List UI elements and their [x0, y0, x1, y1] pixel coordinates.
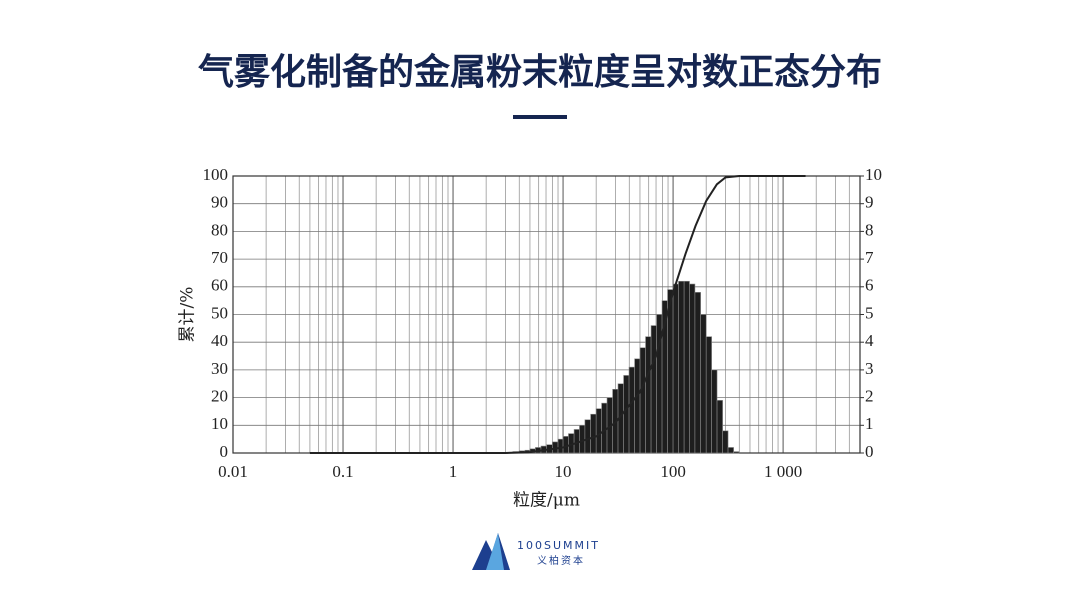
y2-tick-label: 3	[865, 359, 874, 378]
y2-tick-label: 9	[865, 193, 874, 212]
logo: 100SUMMIT 义柏资本	[472, 533, 600, 570]
y-tick-label: 10	[211, 414, 228, 433]
x-tick-label: 10	[555, 462, 572, 481]
histogram-bar	[716, 400, 723, 454]
histogram-bar	[727, 447, 734, 454]
y-tick-label: 100	[203, 165, 229, 184]
title-underline	[513, 115, 567, 119]
histogram-bar	[678, 280, 685, 454]
y2-tick-label: 1	[865, 414, 874, 433]
slide-title: 气雾化制备的金属粉末粒度呈对数正态分布	[198, 51, 882, 93]
x-tick-label: 1	[449, 462, 458, 481]
histogram-bar	[584, 419, 591, 454]
y-tick-label: 60	[211, 276, 228, 295]
x-axis-label: 粒度/μm	[513, 491, 580, 511]
histogram-bar	[683, 280, 690, 454]
y-tick-label: 30	[211, 359, 228, 378]
histogram-bar	[705, 336, 712, 454]
logo-icon-highlight	[486, 533, 504, 570]
y2-tick-label: 6	[865, 276, 874, 295]
y-tick-label: 0	[220, 442, 229, 461]
histogram-bar	[700, 314, 707, 454]
brand-name: 100SUMMIT	[517, 539, 600, 552]
cumulative-line	[309, 175, 806, 454]
histogram-bar	[557, 438, 564, 454]
y-tick-label: 40	[211, 331, 228, 350]
histogram-bar	[711, 369, 718, 454]
y-axis-label: 累计/%	[178, 287, 198, 343]
histogram-bar	[579, 424, 586, 454]
y-tick-label: 70	[211, 248, 228, 267]
histogram-bar	[562, 436, 569, 454]
y2-tick-label: 2	[865, 387, 874, 406]
histogram-bar	[628, 366, 635, 454]
x-tick-label: 100	[660, 462, 686, 481]
y2-tick-label: 0	[865, 442, 874, 461]
y2-tick-label: 7	[865, 248, 874, 267]
histogram-bar	[733, 451, 740, 454]
x-tick-label: 1 000	[764, 462, 802, 481]
histogram-bar	[694, 292, 701, 454]
y-tick-label: 20	[211, 387, 228, 406]
histogram-bar	[667, 289, 674, 454]
histogram-bar	[595, 408, 602, 454]
y-tick-label: 50	[211, 303, 228, 322]
histogram-bar	[590, 413, 597, 454]
brand-subtitle: 义柏资本	[537, 554, 585, 567]
y2-tick-label: 10	[865, 165, 882, 184]
histogram-bar	[645, 336, 652, 454]
histogram-bar	[672, 283, 679, 454]
x-tick-label: 0.1	[332, 462, 353, 481]
histogram-bar	[634, 358, 641, 454]
histogram-bar	[639, 347, 646, 454]
histogram-bar	[650, 325, 657, 454]
histogram-bar	[623, 375, 630, 454]
y2-tick-label: 4	[865, 331, 874, 350]
x-tick-label: 0.01	[218, 462, 248, 481]
y-tick-label: 80	[211, 220, 228, 239]
histogram-bar	[722, 430, 729, 454]
y2-tick-label: 5	[865, 303, 874, 322]
histogram-bar	[689, 283, 696, 454]
y-tick-label: 90	[211, 193, 228, 212]
y2-tick-label: 8	[865, 220, 874, 239]
